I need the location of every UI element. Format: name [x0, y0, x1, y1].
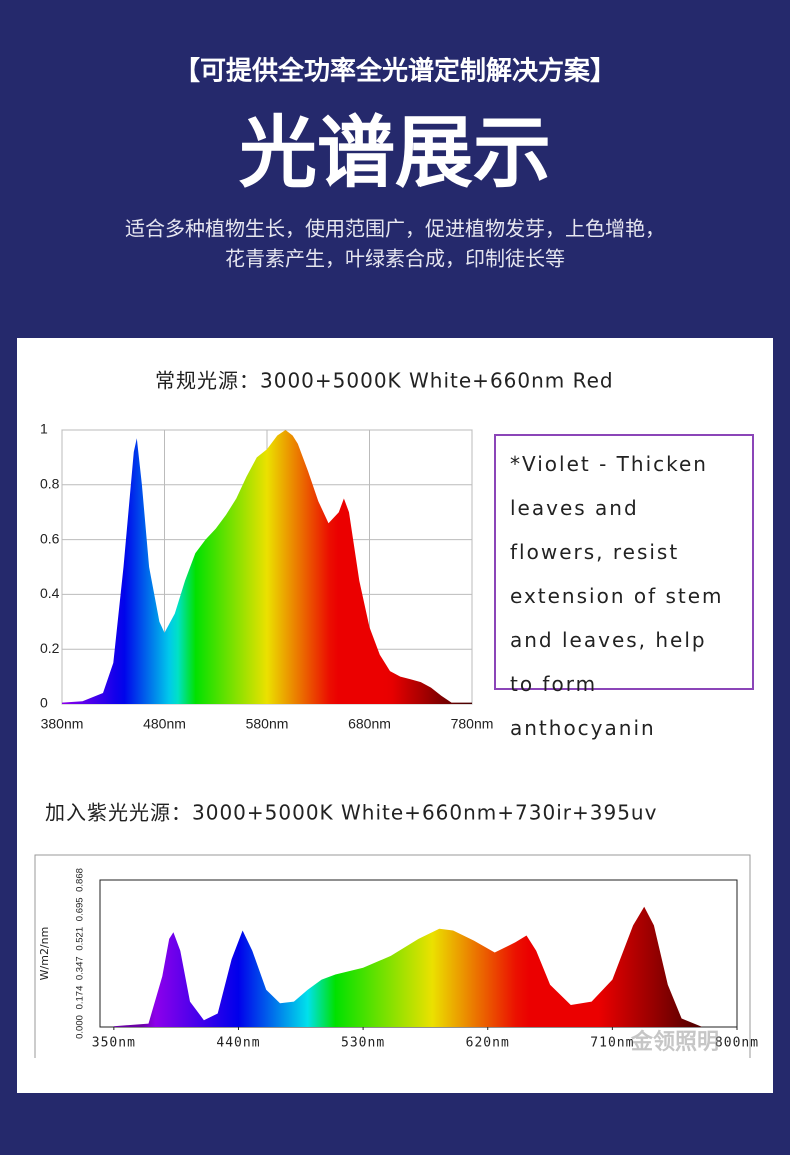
spectrum-area [62, 430, 472, 704]
y-tick-label: 0.868 [75, 868, 86, 892]
x-tick-label: 800nm [715, 1036, 759, 1051]
chart-title: 加入紫光光源：3000+5000K White+660nm+730ir+395u… [45, 801, 657, 825]
y-tick-label: 0.4 [40, 585, 60, 601]
annotation-box: *Violet - Thicken leaves and flowers, re… [494, 434, 754, 740]
x-tick-label: 710nm [590, 1036, 634, 1051]
y-tick-label: 0 [40, 695, 48, 711]
y-tick-label: 0.347 [75, 956, 86, 980]
y-tick-label: 0.174 [75, 986, 86, 1010]
main-title: 光谱展示 [239, 108, 551, 198]
subtitle-line: 花青素产生，叶绿素合成，印制徒长等 [225, 247, 565, 271]
x-tick-label: 440nm [216, 1036, 260, 1051]
y-tick-label: 0.8 [40, 476, 60, 492]
x-tick-label: 580nm [246, 716, 289, 732]
spectrum-area [113, 906, 738, 1027]
y-tick-label: 0.521 [75, 927, 86, 951]
y-tick-label: 0.000 [75, 1015, 86, 1039]
watermark: 金领照明 [630, 1029, 719, 1055]
y-tick-label: 0.2 [40, 640, 60, 656]
x-tick-label: 780nm [451, 716, 494, 732]
x-tick-label: 480nm [143, 716, 186, 732]
x-tick-label: 530nm [341, 1036, 385, 1051]
x-tick-label: 620nm [466, 1036, 510, 1051]
y-tick-label: 0.695 [75, 897, 86, 921]
x-tick-label: 380nm [41, 716, 84, 732]
x-tick-label: 680nm [348, 716, 391, 732]
y-tick-label: 1 [40, 421, 48, 437]
tagline: 【可提供全功率全光谱定制解决方案】 [174, 56, 616, 87]
x-tick-label: 350nm [92, 1036, 136, 1051]
chart-frame [34, 854, 751, 1058]
chart-title: 常规光源：3000+5000K White+660nm Red [155, 369, 614, 393]
subtitle-line: 适合多种植物生长，使用范围广，促进植物发芽，上色增艳， [125, 217, 665, 241]
y-axis-title: W/m2/nm [38, 927, 51, 981]
y-tick-label: 0.6 [40, 530, 60, 546]
